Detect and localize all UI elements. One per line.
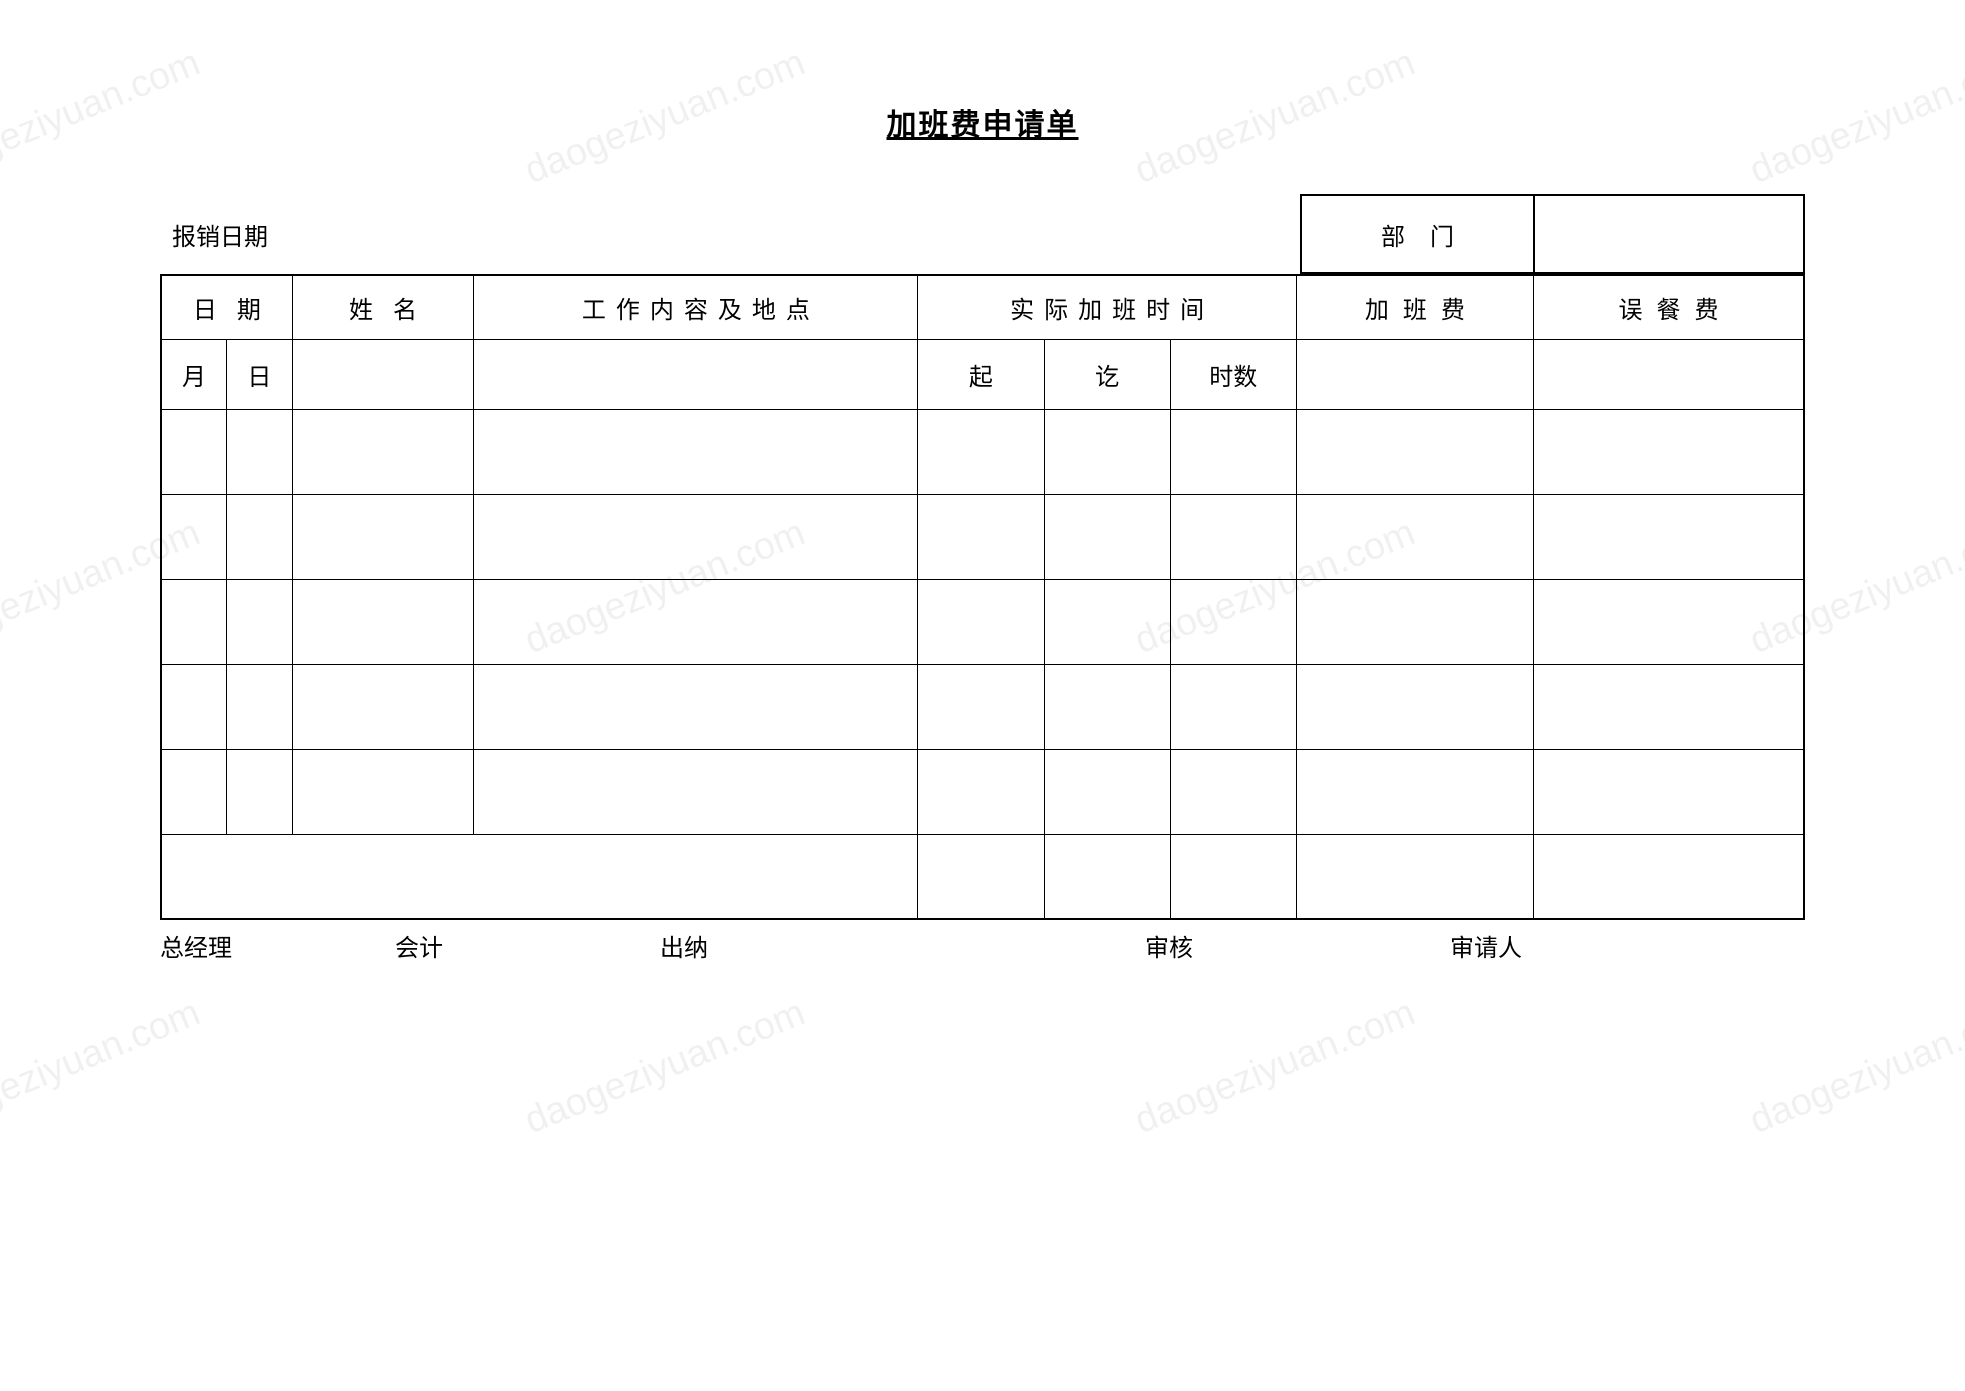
footer-accountant: 会计	[395, 928, 443, 963]
cell-work	[474, 664, 918, 749]
cell-month	[161, 494, 227, 579]
col-name: 姓名	[292, 275, 474, 339]
col-work-blank	[474, 339, 918, 409]
summary-meal-fee	[1533, 834, 1804, 919]
summary-left	[161, 834, 918, 919]
cell-month	[161, 579, 227, 664]
cell-day	[227, 494, 293, 579]
department-value	[1535, 194, 1805, 274]
col-day: 日	[227, 339, 293, 409]
col-start: 起	[918, 339, 1044, 409]
col-ot-fee-blank	[1296, 339, 1533, 409]
form-container: 报销日期 部门 日期 姓名 工作内容及地点 实际加班时间 加班费 误餐费 月 日…	[160, 194, 1805, 960]
cell-ot_fee	[1296, 409, 1533, 494]
cell-work	[474, 409, 918, 494]
table-header-row-2: 月 日 起 讫 时数	[161, 339, 1804, 409]
footer-cashier: 出纳	[660, 928, 708, 963]
cell-hours	[1170, 664, 1296, 749]
cell-ot_fee	[1296, 579, 1533, 664]
col-date: 日期	[161, 275, 292, 339]
overtime-table: 日期 姓名 工作内容及地点 实际加班时间 加班费 误餐费 月 日 起 讫 时数	[160, 274, 1805, 920]
cell-month	[161, 409, 227, 494]
cell-day	[227, 579, 293, 664]
cell-ot_fee	[1296, 749, 1533, 834]
col-name-blank	[292, 339, 474, 409]
cell-day	[227, 409, 293, 494]
cell-name	[292, 409, 474, 494]
cell-meal_fee	[1533, 494, 1804, 579]
cell-name	[292, 664, 474, 749]
col-actual-ot: 实际加班时间	[918, 275, 1296, 339]
cell-work	[474, 749, 918, 834]
summary-start	[918, 834, 1044, 919]
cell-work	[474, 494, 918, 579]
cell-start	[918, 579, 1044, 664]
cell-day	[227, 664, 293, 749]
col-meal-fee: 误餐费	[1533, 275, 1804, 339]
table-row	[161, 409, 1804, 494]
col-ot-fee: 加班费	[1296, 275, 1533, 339]
department-label: 部门	[1300, 194, 1535, 274]
table-row	[161, 579, 1804, 664]
form-title: 加班费申请单	[160, 100, 1805, 144]
cell-name	[292, 494, 474, 579]
reimburse-date-label: 报销日期	[160, 194, 293, 274]
cell-meal_fee	[1533, 579, 1804, 664]
cell-work	[474, 579, 918, 664]
col-work-content: 工作内容及地点	[474, 275, 918, 339]
summary-row	[161, 834, 1804, 919]
col-end: 讫	[1044, 339, 1170, 409]
watermark: daogeziyuan.com	[0, 992, 206, 1143]
table-row	[161, 494, 1804, 579]
cell-start	[918, 409, 1044, 494]
table-row	[161, 749, 1804, 834]
watermark: daogeziyuan.com	[1744, 992, 1965, 1143]
footer-applicant: 审请人	[1450, 928, 1522, 963]
watermark: daogeziyuan.com	[519, 992, 811, 1143]
top-spacer	[293, 194, 1300, 274]
summary-hours	[1170, 834, 1296, 919]
cell-meal_fee	[1533, 749, 1804, 834]
table-header-row-1: 日期 姓名 工作内容及地点 实际加班时间 加班费 误餐费	[161, 275, 1804, 339]
cell-name	[292, 579, 474, 664]
cell-hours	[1170, 494, 1296, 579]
cell-meal_fee	[1533, 409, 1804, 494]
col-month: 月	[161, 339, 227, 409]
cell-month	[161, 664, 227, 749]
footer-gm: 总经理	[160, 928, 232, 963]
col-hours: 时数	[1170, 339, 1296, 409]
cell-end	[1044, 664, 1170, 749]
table-row	[161, 664, 1804, 749]
summary-end	[1044, 834, 1170, 919]
summary-ot-fee	[1296, 834, 1533, 919]
cell-name	[292, 749, 474, 834]
cell-end	[1044, 409, 1170, 494]
cell-end	[1044, 579, 1170, 664]
cell-ot_fee	[1296, 494, 1533, 579]
col-meal-fee-blank	[1533, 339, 1804, 409]
cell-meal_fee	[1533, 664, 1804, 749]
cell-hours	[1170, 409, 1296, 494]
cell-month	[161, 749, 227, 834]
cell-hours	[1170, 749, 1296, 834]
cell-end	[1044, 749, 1170, 834]
cell-ot_fee	[1296, 664, 1533, 749]
cell-start	[918, 749, 1044, 834]
watermark: daogeziyuan.com	[1129, 992, 1421, 1143]
footer-reviewer: 审核	[1145, 928, 1193, 963]
cell-hours	[1170, 579, 1296, 664]
cell-start	[918, 664, 1044, 749]
cell-day	[227, 749, 293, 834]
cell-start	[918, 494, 1044, 579]
cell-end	[1044, 494, 1170, 579]
footer-row: 总经理 会计 出纳 审核 审请人	[160, 920, 1805, 960]
top-row: 报销日期 部门	[160, 194, 1805, 274]
